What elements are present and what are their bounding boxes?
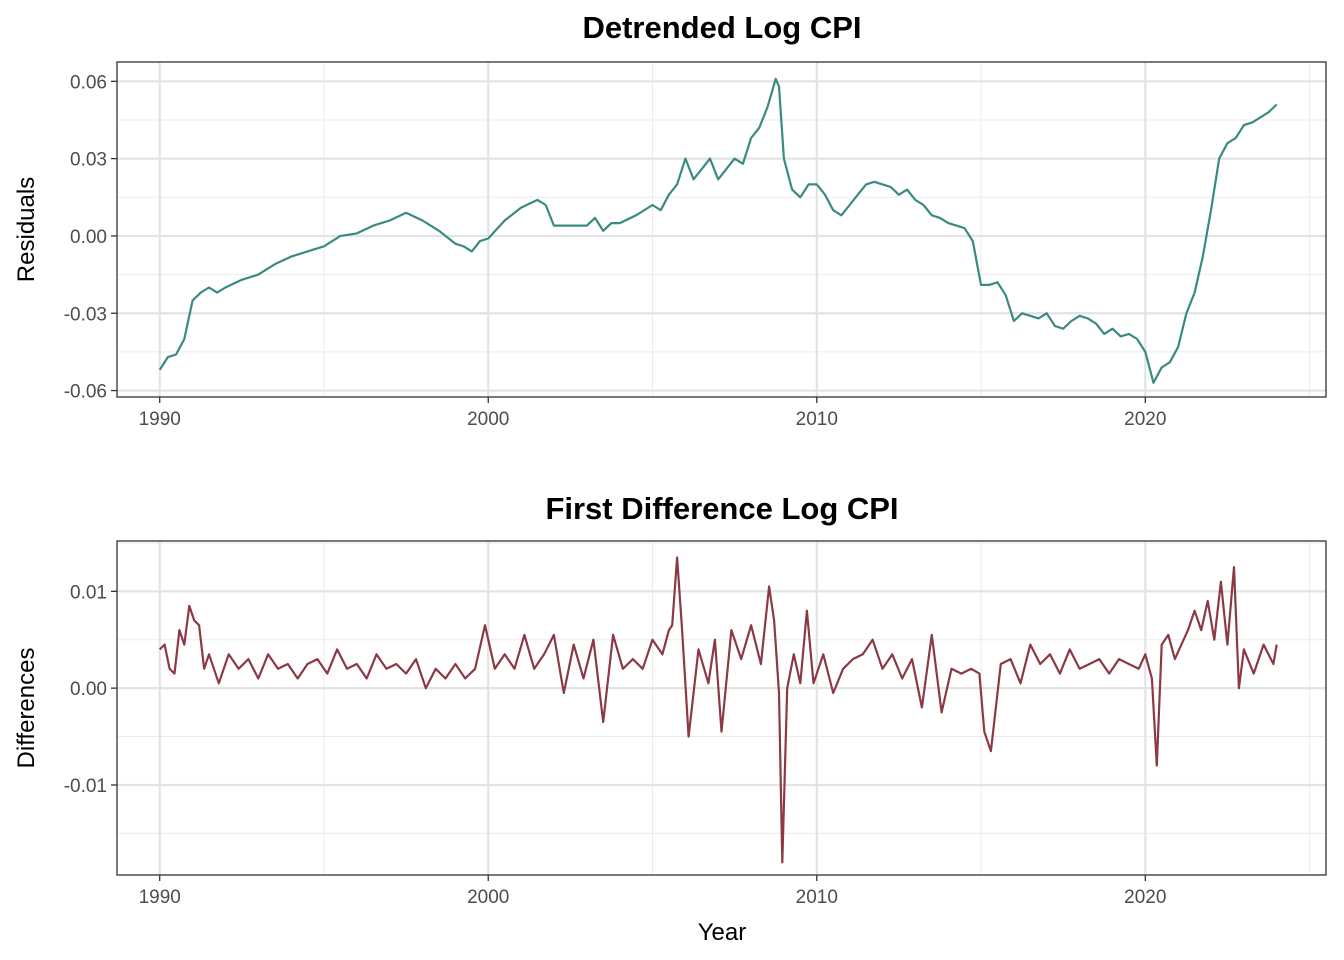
x-axis-title: Year <box>698 919 747 946</box>
grid <box>117 541 1326 875</box>
x-tick-label: 2000 <box>467 409 509 430</box>
y-axis-title: Differences <box>13 648 40 769</box>
plot-border <box>116 61 1327 398</box>
series-line <box>158 77 1278 384</box>
x-tick-label: 2020 <box>1124 887 1166 908</box>
panel-first-difference: First Difference Log CPI 1990 2000 2010 202… <box>13 491 1327 946</box>
y-tick-label: 0.00 <box>70 227 107 248</box>
plot-background <box>117 62 1326 397</box>
y-tick-label: 0.01 <box>70 582 107 603</box>
plot-background <box>117 541 1326 875</box>
series-layer <box>158 556 1278 864</box>
panel-detrended: Detrended Log CPI 1990 2000 2010 2020 -0.06 -… <box>13 10 1327 430</box>
x-tick-label: 1990 <box>139 409 181 430</box>
y-tick-label: 0.03 <box>70 150 107 171</box>
ticks: 1990 2000 2010 2020 -0.01 0.00 0.01 <box>64 582 1167 908</box>
x-tick-label: 2000 <box>467 887 509 908</box>
y-tick-label: -0.01 <box>64 776 107 797</box>
y-tick-label: -0.03 <box>64 304 107 325</box>
y-tick-label: 0.06 <box>70 72 107 93</box>
ticks: 1990 2000 2010 2020 -0.06 -0.03 0.00 0.03 0.06 <box>64 72 1167 430</box>
chart-title: First Difference Log CPI <box>545 491 898 526</box>
chart-title: Detrended Log CPI <box>582 10 861 45</box>
grid <box>117 62 1326 397</box>
series-layer <box>158 77 1278 384</box>
y-tick-label: 0.00 <box>70 679 107 700</box>
plot-border <box>116 540 1327 876</box>
series-line <box>158 556 1278 864</box>
x-tick-label: 2020 <box>1124 409 1166 430</box>
y-axis-title: Residuals <box>13 177 40 282</box>
x-tick-label: 2010 <box>796 409 838 430</box>
x-tick-label: 1990 <box>139 887 181 908</box>
y-tick-label: -0.06 <box>64 382 107 403</box>
x-tick-label: 2010 <box>796 887 838 908</box>
